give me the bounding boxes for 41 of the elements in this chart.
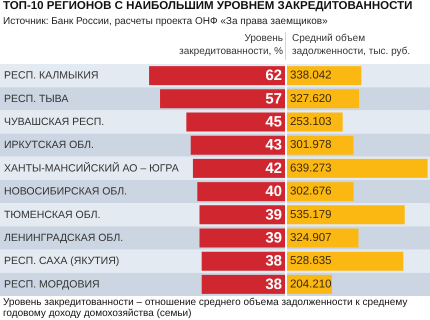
bar [192,158,285,178]
text: Уровень закредитованности – отношение среднего объема задолженности к среднему годовому доходу домохозяйства (семьи) [3,297,408,319]
data-label: 42 [265,160,282,177]
y-tick-label: ЧУВАШСКАЯ РЕСП. [4,116,104,128]
data-label: 338.042 [290,70,332,82]
x-axis-title: Уровень закредитованности, % [178,32,283,58]
data-label: 302.676 [290,186,332,198]
y-tick-label: ИРКУТСКАЯ ОБЛ. [4,139,94,152]
data-label: 40 [265,183,282,200]
bar [202,274,285,294]
data-label: 39 [265,206,282,224]
data-label: 43 [265,136,282,154]
data-label: 62 [265,67,282,84]
y-tick-label: РЕСП. МОРДОВИЯ [4,278,100,290]
chart-title: ТОП-10 РЕГИОНОВ С НАИБОЛЬШИМ УРОВНЕМ ЗАКРЕДИТОВАННОСТИ [3,0,412,12]
data-label: 38 [265,276,282,293]
data-label: 253.103 [290,116,332,128]
y-tick-label: ЛЕНИНГРАДСКАЯ ОБЛ. [4,232,124,244]
bar [197,182,285,202]
data-label: 327.620 [290,92,332,105]
data-label: 639.273 [290,162,332,174]
chart-subtitle: Источник: Банк России, расчеты проекта ОНФ «За права заемщиков» [3,16,328,27]
bar [200,228,285,248]
y-tick-label: РЕСП. ТЫВА [4,92,68,105]
y-tick-label: НОВОСИБИРСКАЯ ОБЛ. [4,186,128,198]
data-label: 301.978 [290,139,332,152]
data-label: 38 [265,252,282,270]
data-label: 535.179 [290,208,332,221]
data-label: 204.210 [290,278,332,290]
x-axis-title: Средний объем задолженности, тыс. руб. [292,32,412,58]
data-label: 324.907 [290,232,332,244]
y-tick-label: ТЮМЕНСКАЯ ОБЛ. [4,208,100,221]
data-label: 39 [265,230,282,246]
data-label: 528.635 [290,255,332,268]
data-label: 57 [265,90,282,108]
y-tick-label: ХАНТЫ-МАНСИЙСКИЙ АО – ЮГРА [4,161,179,174]
bar [200,205,285,224]
bar [202,252,285,271]
y-tick-label: РЕСП. САХА (ЯКУТИЯ) [4,255,120,268]
data-label: 45 [265,114,282,130]
y-tick-label: РЕСП. КАЛМЫКИЯ [4,70,98,82]
